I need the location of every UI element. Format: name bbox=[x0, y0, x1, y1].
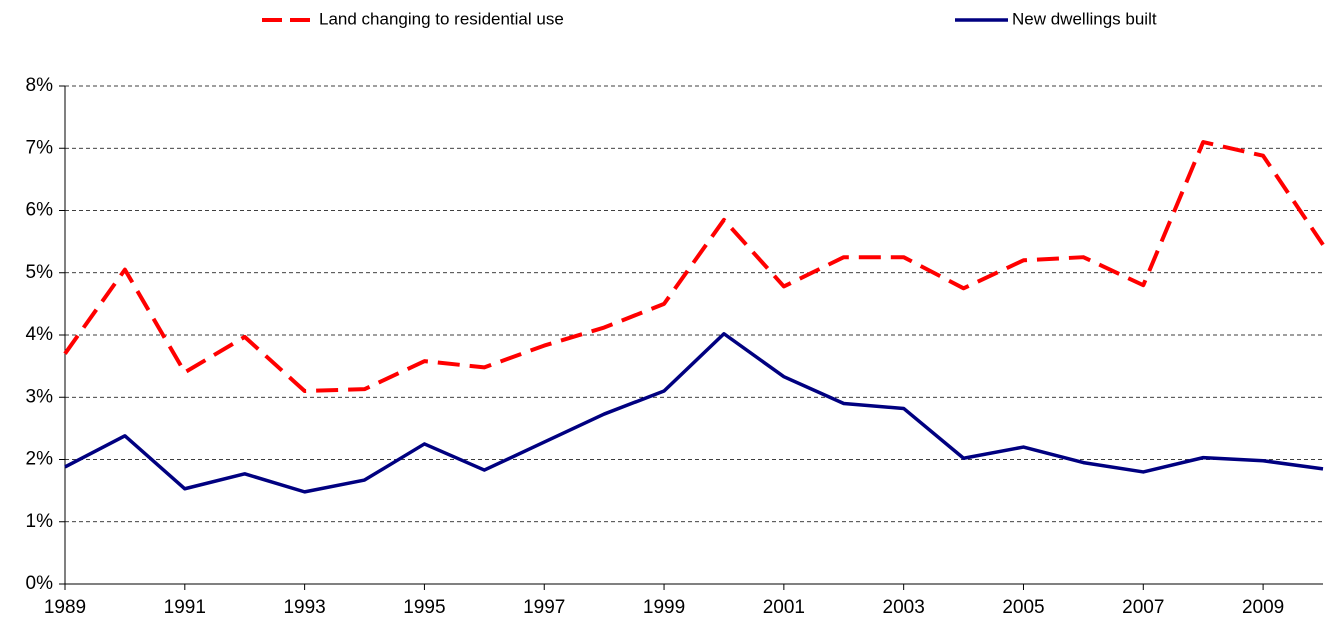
x-tick-label: 1995 bbox=[403, 597, 445, 618]
y-tick-label: 7% bbox=[26, 137, 54, 158]
y-tick-label: 2% bbox=[26, 449, 54, 470]
x-tick-label: 1991 bbox=[164, 597, 206, 618]
legend-label: New dwellings built bbox=[1012, 9, 1157, 28]
y-tick-label: 6% bbox=[26, 200, 54, 221]
series-line bbox=[63, 140, 1325, 394]
y-tick-label: 5% bbox=[26, 262, 54, 283]
y-tick-label: 8% bbox=[26, 75, 54, 96]
y-tick-label: 1% bbox=[26, 511, 54, 532]
x-tick-label: 1997 bbox=[523, 597, 565, 618]
y-tick-label: 3% bbox=[26, 386, 54, 407]
legend-label: Land changing to residential use bbox=[319, 9, 564, 28]
series-line bbox=[64, 332, 1324, 494]
x-tick-label: 2001 bbox=[763, 597, 805, 618]
x-tick-label: 2003 bbox=[883, 597, 925, 618]
x-tick-label: 1993 bbox=[283, 597, 325, 618]
x-tick-label: 2005 bbox=[1002, 597, 1044, 618]
x-tick-label: 2009 bbox=[1242, 597, 1284, 618]
x-tick-label: 2007 bbox=[1122, 597, 1164, 618]
x-tick-label: 1989 bbox=[44, 597, 86, 618]
y-tick-label: 0% bbox=[26, 573, 54, 594]
y-tick-label: 4% bbox=[26, 324, 54, 345]
x-tick-label: 1999 bbox=[643, 597, 685, 618]
